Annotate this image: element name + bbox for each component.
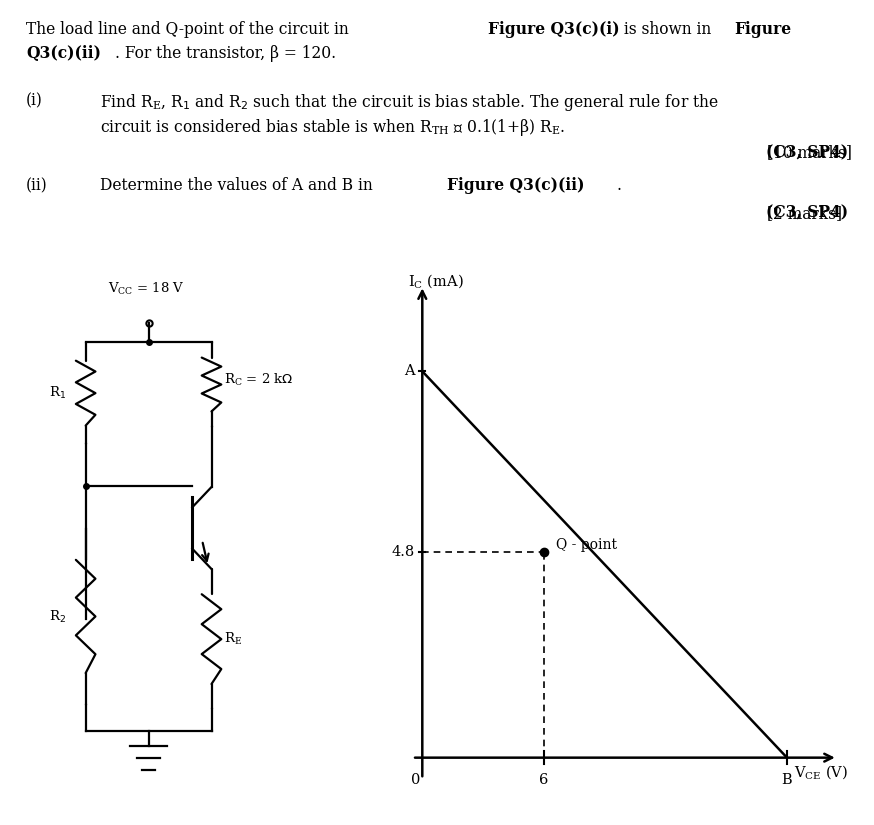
Text: .: . (616, 177, 621, 195)
Text: [10 marks]: [10 marks] (761, 144, 851, 162)
Text: V$_{\mathregular{CE}}$ (V): V$_{\mathregular{CE}}$ (V) (794, 764, 848, 782)
Text: V$_{\mathregular{CC}}$ = 18 V: V$_{\mathregular{CC}}$ = 18 V (108, 281, 185, 297)
Text: (C3, SP4): (C3, SP4) (766, 205, 848, 222)
Text: Figure Q3(c)(ii): Figure Q3(c)(ii) (447, 177, 585, 195)
Text: Figure: Figure (734, 21, 792, 38)
Text: (ii): (ii) (26, 177, 48, 195)
Text: Find R$_\mathregular{E}$, R$_1$ and R$_2$ such that the circuit is bias stable. : Find R$_\mathregular{E}$, R$_1$ and R$_2… (101, 92, 719, 113)
Text: Q - point: Q - point (556, 538, 617, 552)
Text: Determine the values of A and B in: Determine the values of A and B in (101, 177, 378, 195)
Text: R$_2$: R$_2$ (50, 608, 66, 625)
Text: The load line and Q-point of the circuit in: The load line and Q-point of the circuit… (26, 21, 354, 38)
Text: Q3(c)(ii): Q3(c)(ii) (26, 45, 101, 63)
Text: 0: 0 (411, 773, 420, 787)
Text: Figure Q3(c)(i): Figure Q3(c)(i) (488, 21, 620, 38)
Text: A: A (405, 365, 415, 379)
Text: (i): (i) (26, 92, 43, 110)
Text: [2 marks]: [2 marks] (761, 205, 842, 222)
Text: R$_1$: R$_1$ (49, 385, 66, 401)
Text: R$_\mathregular{E}$: R$_\mathregular{E}$ (224, 631, 242, 647)
Text: circuit is considered bias stable is when R$_\mathregular{TH}$ ≅ 0.1(1+β) R$_\ma: circuit is considered bias stable is whe… (101, 117, 565, 138)
Text: I$_\mathregular{C}$ (mA): I$_\mathregular{C}$ (mA) (408, 272, 464, 291)
Text: B: B (781, 773, 793, 787)
Text: 6: 6 (539, 773, 549, 787)
Text: is shown in: is shown in (620, 21, 717, 38)
Text: (C3, SP4): (C3, SP4) (766, 144, 848, 162)
Text: . For the transistor, β = 120.: . For the transistor, β = 120. (115, 45, 336, 63)
Text: R$_\mathregular{C}$ = 2 k$\Omega$: R$_\mathregular{C}$ = 2 k$\Omega$ (224, 372, 293, 389)
Text: 4.8: 4.8 (392, 544, 415, 559)
